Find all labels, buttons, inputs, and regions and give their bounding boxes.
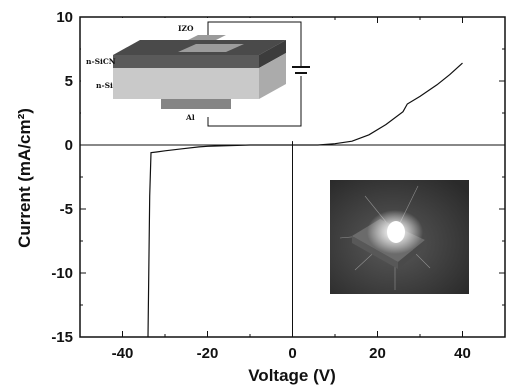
device-schematic-inset: IZO n-SiCN n-Si Al	[81, 18, 310, 129]
emission-photo-inset	[330, 180, 469, 294]
izo-contact	[186, 35, 226, 41]
x-tick-label: 40	[454, 345, 471, 362]
y-tick-label: -10	[51, 265, 73, 282]
x-tick-label: 0	[288, 345, 296, 362]
y-tick-label: 10	[56, 9, 73, 26]
y-tick-label: -15	[51, 329, 73, 346]
si-layer	[113, 68, 259, 99]
label-si: n-Si	[96, 81, 113, 90]
label-izo: IZO	[178, 24, 194, 33]
y-tick-label: -5	[60, 201, 73, 218]
al-contact	[161, 99, 231, 109]
y-tick-label: 5	[65, 73, 73, 90]
x-tick-label: 20	[369, 345, 386, 362]
x-tick-label: -20	[197, 345, 219, 362]
y-tick-label: 0	[65, 137, 73, 154]
iv-curve	[147, 62, 463, 338]
x-axis-title: Voltage (V)	[248, 366, 336, 385]
x-tick-label: -40	[112, 345, 134, 362]
label-al: Al	[185, 113, 195, 122]
label-sicn: n-SiCN	[86, 57, 116, 66]
tick-labels: -40 -20 0 20 40 -15 -10 -5 0 5 10	[51, 9, 471, 362]
y-axis-title: Current (mA/cm²)	[15, 108, 34, 248]
